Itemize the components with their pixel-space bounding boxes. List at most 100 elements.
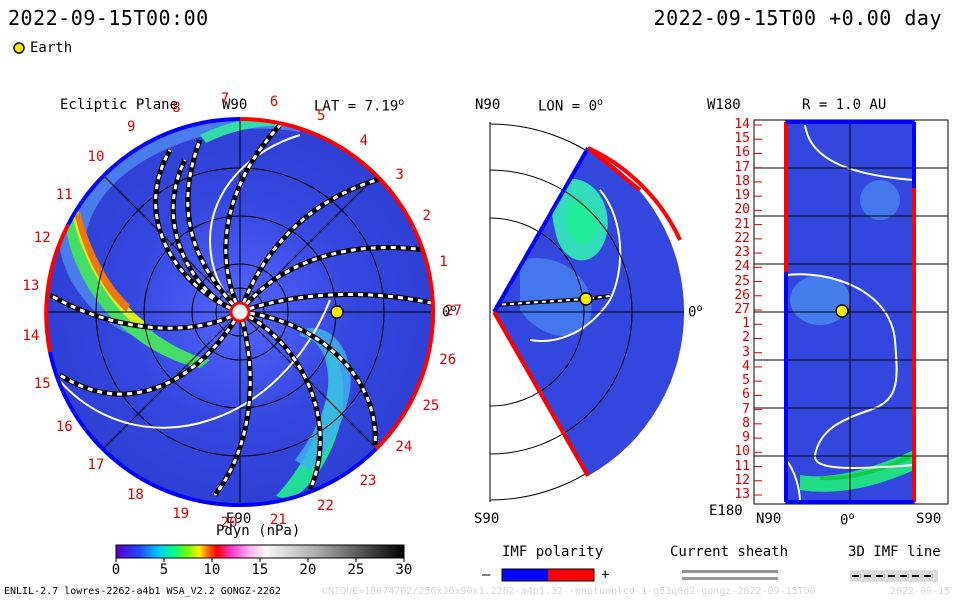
- radial-y-tick-label: 1: [742, 316, 750, 332]
- radial-y-tick-label: 5: [742, 373, 750, 389]
- sector-label: 14: [22, 327, 40, 344]
- radial-y-tick-label: 14: [734, 117, 750, 132]
- radial-y-tick-label: 13: [734, 487, 750, 502]
- sector-label: 21: [269, 511, 287, 528]
- sector-label: 2: [422, 207, 431, 224]
- radial-y-tick-label: 11: [734, 458, 750, 474]
- meridional-title: LON = 0o: [538, 97, 604, 115]
- colorbar-tick-label: 10: [203, 562, 221, 578]
- radial-y-tick-label: 17: [734, 159, 750, 175]
- imf-spiral-lines: [48, 123, 433, 497]
- meridional-degree-mark: o: [696, 303, 703, 314]
- radial-y-tick-label: 9: [742, 430, 750, 446]
- footer-run-date: 2022-09-15: [890, 586, 951, 597]
- imf-3d-title: 3D IMF line: [848, 544, 941, 560]
- imf-plus-label: +: [601, 567, 610, 583]
- radial-y-tick-label: 15: [734, 131, 750, 147]
- meridional-sheath: [529, 189, 622, 342]
- radial-polarity-edges: [784, 120, 916, 504]
- ecliptic-top-label: W90: [222, 97, 248, 113]
- colorbar: [115, 544, 405, 559]
- meridional-rim: [492, 146, 642, 477]
- sector-label: 23: [359, 473, 377, 490]
- radial-y-tick-label: 26: [734, 287, 750, 303]
- imf-polarity-title: IMF polarity: [502, 544, 604, 560]
- density-streak-cyan: [295, 328, 351, 470]
- radial-y-tick-label: 3: [742, 344, 750, 360]
- sector-label: 25: [422, 398, 440, 415]
- radial-ticks: [754, 124, 762, 496]
- ecliptic-bottom-label: E90: [226, 511, 252, 527]
- sector-label: 18: [127, 486, 144, 503]
- sector-label: 11: [55, 186, 73, 203]
- footer-model: ENLIL-2.7 lowres-2262-a4b1 WSA_V2.2 GONG…: [4, 586, 281, 597]
- imf-polarity-plus-swatch: [548, 569, 594, 581]
- radial-y-tick-label: 6: [742, 387, 750, 403]
- colorbar-tick-label: 15: [251, 562, 269, 578]
- sector-label: 27: [445, 303, 462, 319]
- sector-label: 26: [439, 351, 457, 368]
- sector-label: 5: [316, 108, 326, 125]
- radial-y-tick-label: 4: [742, 358, 750, 374]
- radial-bottom-left-label: E180: [709, 503, 743, 519]
- colorbar-tick-label: 25: [347, 562, 365, 578]
- earth-legend-label: Earth: [30, 40, 73, 56]
- meridional-panel: [489, 122, 685, 502]
- radial-y-tick-label: 27: [734, 302, 750, 317]
- sector-label: 15: [33, 375, 51, 392]
- sector-label: 17: [87, 457, 105, 474]
- cme-band-core: [75, 212, 130, 312]
- sector-label: 3: [395, 166, 404, 183]
- polarity-rim: [44, 117, 436, 508]
- sector-label: 13: [22, 278, 40, 295]
- meridional-top-label: N90: [475, 97, 501, 113]
- radial-y-tick-label: 22: [734, 230, 750, 246]
- ecliptic-plane-panel: [44, 117, 436, 508]
- radial-y-tick-label: 10: [734, 444, 750, 460]
- radial-map-panel: [753, 119, 949, 505]
- radial-top-left-label: W180: [707, 97, 741, 113]
- meridional-bottom-label: S90: [474, 511, 500, 527]
- sector-label: 4: [359, 132, 369, 149]
- sector-label: 7: [220, 91, 230, 108]
- sector-label: 12: [33, 230, 51, 247]
- datetime-left: 2022-09-15T00:00: [8, 6, 209, 30]
- radial-y-tick-label: 23: [734, 245, 750, 261]
- current-sheath-title: Current sheath: [670, 544, 789, 560]
- imf-polarity-minus-swatch: [502, 569, 548, 581]
- radial-title: R = 1.0 AU: [802, 97, 887, 113]
- radial-y-tick-label: 19: [734, 188, 750, 204]
- radial-y-tick-label: 8: [742, 415, 750, 431]
- radial-y-tick-label: 7: [742, 401, 750, 417]
- lat-degree-mark: o: [398, 97, 405, 108]
- radial-sheath-1: [804, 124, 914, 181]
- sun-marker: [229, 301, 251, 323]
- earth-marker-ecliptic: [330, 305, 344, 319]
- colorbar-tick-label: 5: [159, 562, 169, 578]
- colorbar-tick-label: 30: [395, 562, 413, 578]
- meridional-density: [520, 258, 592, 337]
- colorbar-tick-label: 20: [299, 562, 317, 578]
- radial-x-0: 0o: [840, 511, 855, 529]
- colorbar-title: Pdyn (nPa): [216, 523, 301, 539]
- radial-x-degree: o: [848, 511, 855, 522]
- sector-label: 16: [55, 419, 73, 436]
- sector-label: 22: [316, 497, 334, 514]
- radial-y-tick-label: 21: [734, 216, 750, 232]
- ecliptic-right-label: 0o: [442, 303, 457, 321]
- ecliptic-lat-label: LAT = 7.19o: [314, 97, 405, 115]
- density-band-outer: [59, 119, 300, 345]
- earth-marker-radial: [835, 304, 849, 318]
- radial-cme-band: [800, 450, 914, 492]
- ecliptic-title: Ecliptic Plane: [60, 97, 179, 113]
- sector-label: 10: [87, 148, 105, 165]
- meridional-right-label: 0o: [688, 303, 703, 321]
- radial-y-tick-label: 12: [734, 472, 750, 488]
- current-sheath-swatch-1: [682, 570, 778, 573]
- colorbar-tick-label: 0: [111, 562, 121, 578]
- sector-label: 1: [439, 254, 448, 271]
- sector-label: 24: [395, 439, 413, 456]
- radial-y-tick-label: 16: [734, 145, 750, 161]
- footer-run-id: UNIQUE=18074702/256x30x90x1.2262-a4b1.32…: [322, 586, 816, 597]
